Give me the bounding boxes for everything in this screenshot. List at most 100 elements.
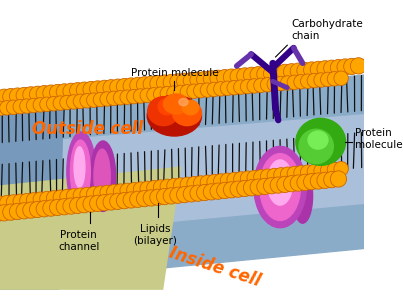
Circle shape [303,173,320,190]
Circle shape [23,202,39,218]
Circle shape [73,188,87,202]
Circle shape [217,182,233,199]
Circle shape [170,74,186,90]
Text: Lipids
(bilayer): Lipids (bilayer) [133,224,177,246]
Circle shape [0,196,7,211]
Circle shape [283,176,300,192]
Text: Inside cell: Inside cell [167,243,263,290]
Circle shape [80,94,94,108]
Circle shape [100,92,114,106]
Circle shape [180,85,195,99]
Circle shape [29,201,46,218]
Circle shape [130,77,146,94]
Circle shape [0,90,6,106]
Circle shape [143,76,159,92]
Circle shape [26,98,41,113]
Circle shape [56,84,73,100]
Circle shape [187,177,201,191]
Circle shape [287,75,301,90]
Circle shape [280,167,295,181]
Circle shape [46,191,61,205]
Circle shape [314,164,328,178]
Circle shape [334,71,348,85]
Circle shape [113,91,128,105]
Circle shape [89,195,106,212]
Circle shape [324,172,340,188]
Circle shape [250,179,266,195]
Ellipse shape [293,169,313,223]
Circle shape [210,183,226,199]
Circle shape [9,203,26,220]
Circle shape [0,205,12,221]
Circle shape [237,68,253,84]
Ellipse shape [254,146,306,228]
Circle shape [330,60,347,76]
Circle shape [310,61,326,78]
Circle shape [3,88,19,105]
Circle shape [93,92,108,107]
Circle shape [66,95,81,109]
Circle shape [110,193,126,209]
Circle shape [156,188,173,205]
Circle shape [160,179,174,194]
Circle shape [133,182,148,196]
Circle shape [23,87,39,103]
Circle shape [87,187,101,201]
Ellipse shape [172,100,202,126]
Circle shape [197,71,213,87]
Circle shape [170,187,186,203]
Circle shape [89,81,106,97]
Circle shape [337,59,353,75]
Circle shape [50,84,66,101]
Circle shape [0,205,6,222]
Circle shape [274,168,288,182]
Circle shape [6,100,21,115]
Circle shape [217,70,233,86]
Circle shape [123,78,139,94]
Circle shape [137,77,153,93]
Circle shape [297,174,313,190]
Circle shape [116,192,133,209]
Circle shape [16,203,32,219]
Ellipse shape [179,99,188,106]
Ellipse shape [147,95,202,136]
Circle shape [133,89,148,103]
Circle shape [310,173,326,189]
Circle shape [267,168,282,183]
Circle shape [56,199,73,215]
Circle shape [303,62,320,78]
Circle shape [110,79,126,95]
Circle shape [190,185,206,201]
Circle shape [20,99,34,113]
Circle shape [193,176,208,190]
Circle shape [243,180,260,196]
Circle shape [20,193,34,208]
Circle shape [127,89,141,104]
Circle shape [40,191,54,206]
Circle shape [70,197,86,213]
Circle shape [187,84,201,99]
Circle shape [123,192,139,208]
Circle shape [320,163,335,177]
Ellipse shape [74,147,85,188]
Circle shape [227,80,241,95]
Circle shape [173,178,188,192]
Circle shape [36,201,52,217]
Circle shape [301,74,315,88]
Circle shape [287,166,301,181]
Circle shape [40,97,54,111]
Circle shape [243,67,260,84]
Circle shape [147,87,161,102]
Circle shape [53,96,68,110]
Circle shape [277,64,293,80]
Circle shape [46,96,61,111]
Circle shape [320,72,335,87]
Circle shape [103,194,119,210]
Circle shape [260,77,275,92]
Circle shape [50,199,66,216]
Circle shape [167,178,181,193]
Ellipse shape [308,131,328,149]
Circle shape [63,83,79,99]
Circle shape [307,73,322,88]
Circle shape [230,68,246,85]
